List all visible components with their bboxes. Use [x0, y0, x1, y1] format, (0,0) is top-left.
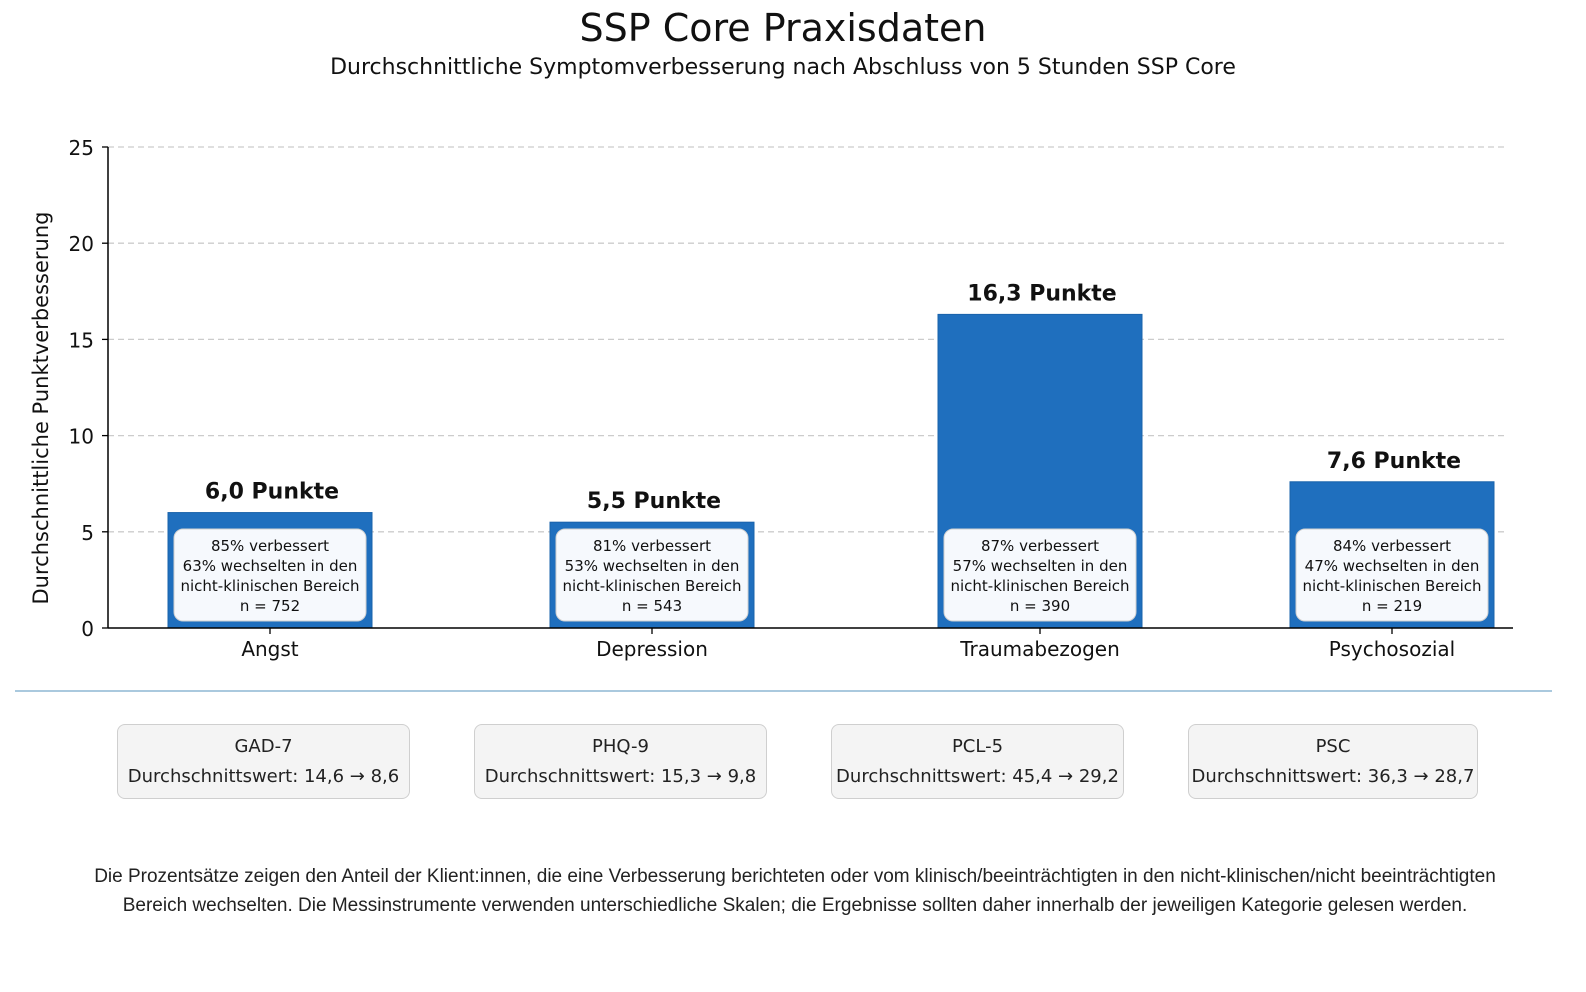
bar-value-label: 5,5 Punkte: [587, 489, 721, 514]
measure-name: GAD-7: [234, 736, 293, 757]
annotation-box: [1295, 528, 1489, 622]
annotation-line: n = 219: [1362, 597, 1422, 615]
x-tick-label: Traumabezogen: [959, 637, 1120, 661]
annotation-box: [555, 528, 749, 622]
x-tick-label: Psychosozial: [1329, 637, 1455, 661]
annotation-line: nicht-klinischen Bereich: [1303, 577, 1482, 595]
bar-value-label: 16,3 Punkte: [967, 281, 1116, 306]
annotation-line: 81% verbessert: [593, 537, 711, 555]
annotation-box: [943, 528, 1137, 622]
bar-value-label: 6,0 Punkte: [205, 480, 339, 505]
annotation-line: nicht-klinischen Bereich: [563, 577, 742, 595]
measure-card-pcl5: PCL-5 Durchschnittswert: 45,4 → 29,2: [831, 724, 1124, 799]
y-tick-label: 25: [69, 136, 94, 160]
annotation-line: 63% wechselten in den: [183, 557, 358, 575]
annotation-line: 84% verbessert: [1333, 537, 1451, 555]
annotation-line: nicht-klinischen Bereich: [951, 577, 1130, 595]
measure-card-gad7: GAD-7 Durchschnittswert: 14,6 → 8,6: [117, 724, 410, 799]
section-divider: [15, 690, 1552, 692]
measure-name: PCL-5: [951, 736, 1004, 757]
annotation-line: 87% verbessert: [981, 537, 1099, 555]
measure-name: PHQ-9: [591, 736, 649, 757]
annotation-line: nicht-klinischen Bereich: [181, 577, 360, 595]
y-tick-label: 10: [69, 425, 94, 449]
measure-value: Durchschnittswert: 15,3 → 9,8: [484, 766, 757, 787]
y-tick-label: 5: [81, 521, 94, 545]
measure-card-phq9: PHQ-9 Durchschnittswert: 15,3 → 9,8: [474, 724, 767, 799]
measure-value: Durchschnittswert: 45,4 → 29,2: [836, 766, 1119, 787]
measure-value: Durchschnittswert: 36,3 → 28,7: [1191, 766, 1475, 787]
y-axis-label: Durchschnittliche Punktverbesserung: [29, 212, 53, 605]
y-tick-label: 20: [69, 232, 94, 256]
measure-value: Durchschnittswert: 14,6 → 8,6: [127, 766, 400, 787]
x-tick-label: Depression: [596, 637, 708, 661]
chart-title: SSP Core Praxisdaten: [579, 6, 987, 50]
annotation-line: n = 390: [1010, 597, 1070, 615]
measure-card-psc: PSC Durchschnittswert: 36,3 → 28,7: [1188, 724, 1478, 799]
bar-value-label: 7,6 Punkte: [1327, 449, 1461, 474]
y-tick-label: 15: [69, 328, 94, 352]
annotation-line: 85% verbessert: [211, 537, 329, 555]
annotation-line: 53% wechselten in den: [565, 557, 740, 575]
annotation-line: n = 543: [622, 597, 682, 615]
footnote: Die Prozentsätze zeigen den Anteil der K…: [94, 866, 1496, 916]
chart-subtitle: Durchschnittliche Symptomverbesserung na…: [330, 55, 1236, 80]
x-tick-label: Angst: [241, 637, 298, 661]
annotation-line: 47% wechselten in den: [1305, 557, 1480, 575]
measure-name: PSC: [1315, 736, 1351, 757]
bar-chart: 0 5 10 15 20 25 Durchschnittliche Punktverbess…: [29, 136, 1513, 661]
y-tick-label: 0: [81, 617, 94, 641]
annotation-line: n = 752: [240, 597, 300, 615]
annotation-box: [173, 528, 367, 622]
annotation-line: 57% wechselten in den: [953, 557, 1128, 575]
